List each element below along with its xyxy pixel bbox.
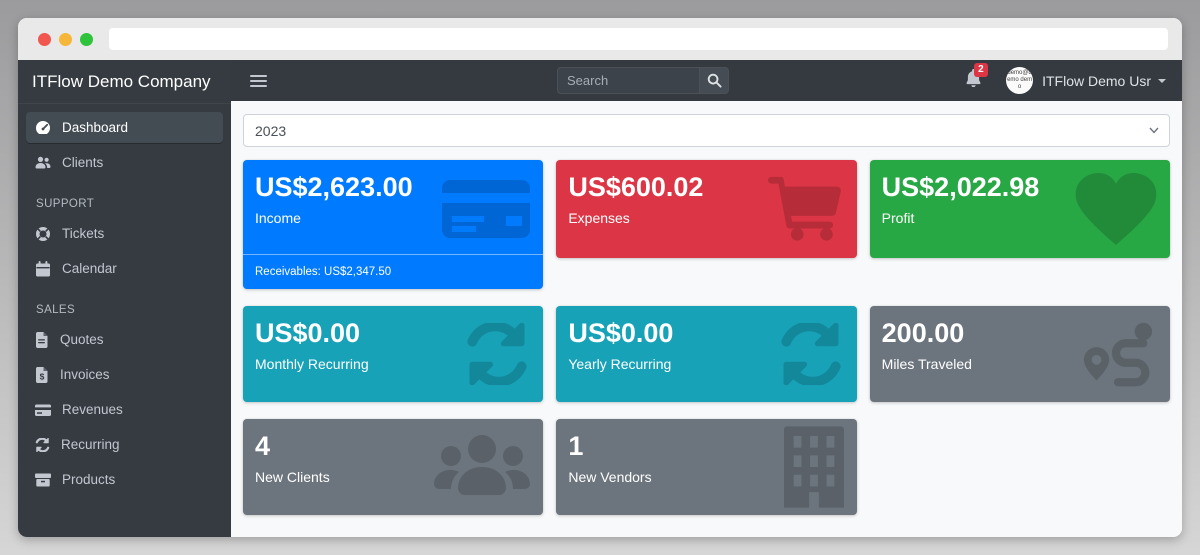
credit-card-icon bbox=[442, 180, 531, 238]
stat-label: Yearly Recurring bbox=[568, 356, 672, 373]
stat-label: Profit bbox=[881, 210, 915, 227]
stat-card-expenses[interactable]: US$600.02 Expenses bbox=[556, 160, 857, 258]
search-button[interactable] bbox=[699, 67, 729, 94]
stat-label: Expenses bbox=[568, 210, 630, 227]
user-menu[interactable]: ITFlow Demo Usr bbox=[1042, 72, 1151, 89]
sync-icon bbox=[781, 323, 841, 385]
topbar-right: 2 demo@demo demo ITFlow Demo Usr bbox=[965, 63, 1166, 94]
file-lines-icon bbox=[36, 331, 48, 348]
stat-card-miles-traveled[interactable]: 200.00 Miles Traveled bbox=[869, 306, 1170, 402]
sidebar-item-recurring[interactable]: Recurring bbox=[26, 429, 223, 460]
users-icon bbox=[434, 435, 531, 495]
sidebar-item-label: Revenues bbox=[62, 402, 123, 417]
maximize-window-button[interactable] bbox=[80, 32, 93, 46]
stat-value: 1 bbox=[568, 431, 584, 461]
notification-count-badge: 2 bbox=[974, 63, 988, 77]
building-icon bbox=[783, 426, 844, 508]
url-bar[interactable] bbox=[109, 28, 1168, 50]
file-invoice-dollar-icon: $ bbox=[36, 366, 48, 383]
year-select[interactable]: 2023 bbox=[243, 114, 1170, 147]
sidebar-item-label: Quotes bbox=[60, 332, 104, 347]
stat-value: US$0.00 bbox=[568, 318, 674, 348]
stat-value: US$0.00 bbox=[255, 318, 361, 348]
stat-card-monthly-recurring[interactable]: US$0.00 Monthly Recurring bbox=[243, 306, 544, 402]
sidebar-item-label: Recurring bbox=[61, 437, 120, 452]
stat-value: US$600.02 bbox=[568, 172, 704, 202]
sync-icon bbox=[467, 323, 527, 385]
stat-cards-grid: US$2,623.00 Income Receivables: US$2,347… bbox=[243, 160, 1170, 515]
search-icon bbox=[707, 73, 722, 88]
user-avatar[interactable]: demo@demo demo bbox=[1006, 67, 1034, 94]
sync-icon bbox=[35, 437, 50, 452]
gauge-icon bbox=[35, 120, 50, 134]
sidebar-toggle-button[interactable] bbox=[250, 74, 267, 87]
svg-text:$: $ bbox=[40, 371, 45, 381]
stat-label: Miles Traveled bbox=[881, 356, 972, 373]
sidebar-item-label: Tickets bbox=[62, 226, 105, 241]
sidebar-item-dashboard[interactable]: Dashboard bbox=[26, 112, 223, 143]
sidebar-section-support: SUPPORT bbox=[36, 198, 95, 210]
stat-card-new-vendors[interactable]: 1 New Vendors bbox=[556, 419, 857, 515]
life-ring-icon bbox=[36, 226, 50, 241]
card-divider bbox=[243, 254, 544, 255]
sidebar-item-label: Invoices bbox=[60, 367, 110, 382]
window-controls bbox=[38, 32, 93, 46]
close-window-button[interactable] bbox=[38, 32, 51, 46]
main-column: 2 demo@demo demo ITFlow Demo Usr 2023 bbox=[231, 60, 1182, 537]
top-navbar: 2 demo@demo demo ITFlow Demo Usr bbox=[231, 60, 1182, 101]
browser-chrome bbox=[18, 18, 1182, 60]
sidebar-item-calendar[interactable]: Calendar bbox=[26, 253, 223, 284]
browser-window: ITFlow Demo Company Dashboard Clients SU… bbox=[18, 18, 1182, 537]
stat-label: New Clients bbox=[255, 469, 330, 486]
stat-card-income[interactable]: US$2,623.00 Income Receivables: US$2,347… bbox=[243, 160, 544, 289]
stat-label: Monthly Recurring bbox=[255, 356, 369, 373]
sidebar-item-quotes[interactable]: Quotes bbox=[26, 324, 223, 355]
select-chevron-icon bbox=[1149, 127, 1159, 134]
sidebar-item-products[interactable]: Products bbox=[26, 464, 223, 495]
credit-card-icon bbox=[35, 404, 51, 416]
stat-card-new-clients[interactable]: 4 New Clients bbox=[243, 419, 544, 515]
receivables-note: Receivables: US$2,347.50 bbox=[255, 266, 392, 278]
minimize-window-button[interactable] bbox=[59, 32, 72, 46]
dashboard-content: 2023 US$2,623.00 Income Receivables: US$… bbox=[231, 101, 1182, 537]
stat-value: US$2,022.98 bbox=[881, 172, 1040, 202]
sidebar-item-label: Dashboard bbox=[62, 120, 129, 135]
heart-icon bbox=[1075, 173, 1157, 245]
sidebar-item-label: Clients bbox=[62, 155, 104, 170]
stat-label: New Vendors bbox=[568, 469, 652, 486]
stat-card-profit[interactable]: US$2,022.98 Profit bbox=[869, 160, 1170, 258]
route-icon bbox=[1083, 322, 1153, 387]
stat-value: US$2,623.00 bbox=[255, 172, 413, 202]
users-icon bbox=[35, 156, 51, 168]
sidebar-item-clients[interactable]: Clients bbox=[26, 147, 223, 178]
sidebar-item-invoices[interactable]: $ Invoices bbox=[26, 359, 223, 390]
chevron-down-icon bbox=[1158, 78, 1166, 83]
stat-label: Income bbox=[255, 210, 301, 227]
stat-value: 200.00 bbox=[881, 318, 965, 348]
shopping-cart-icon bbox=[767, 176, 841, 241]
search-input[interactable] bbox=[557, 67, 699, 94]
box-icon bbox=[35, 473, 51, 486]
sidebar-item-label: Products bbox=[62, 472, 116, 487]
stat-value: 4 bbox=[255, 431, 271, 461]
global-search bbox=[557, 67, 729, 94]
sidebar: ITFlow Demo Company Dashboard Clients SU… bbox=[18, 60, 231, 537]
notifications-button[interactable]: 2 bbox=[965, 63, 988, 92]
stat-card-yearly-recurring[interactable]: US$0.00 Yearly Recurring bbox=[556, 306, 857, 402]
sidebar-section-sales: SALES bbox=[36, 304, 76, 316]
sidebar-nav: Dashboard Clients SUPPORT Tickets Calend… bbox=[18, 104, 231, 499]
sidebar-item-tickets[interactable]: Tickets bbox=[26, 218, 223, 249]
app-shell: ITFlow Demo Company Dashboard Clients SU… bbox=[18, 60, 1182, 537]
sidebar-item-revenues[interactable]: Revenues bbox=[26, 394, 223, 425]
calendar-icon bbox=[36, 260, 50, 276]
year-select-value: 2023 bbox=[255, 122, 287, 139]
company-brand[interactable]: ITFlow Demo Company bbox=[18, 60, 231, 104]
sidebar-item-label: Calendar bbox=[62, 261, 117, 276]
